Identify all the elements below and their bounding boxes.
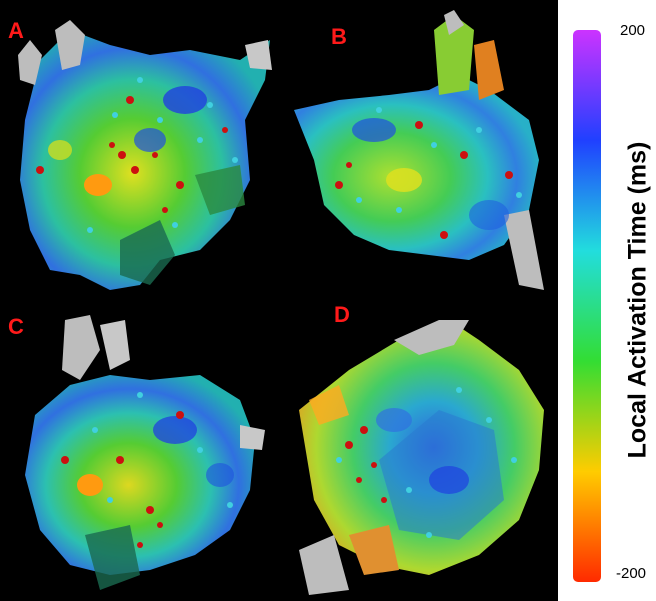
colorbar-max-label: 200 <box>620 22 646 39</box>
panel-letter: A <box>8 18 24 43</box>
heart-map-d <box>299 320 544 595</box>
heart-map-c <box>25 315 265 590</box>
panel-letter: C <box>8 314 24 339</box>
heart-map-a <box>18 20 272 290</box>
colorbar-gradient <box>573 30 601 582</box>
activation-map-figure: A <box>0 0 558 601</box>
panel-letter: B <box>331 24 347 49</box>
panel-a: A <box>0 0 279 300</box>
colorbar-min-label: -200 <box>616 565 647 582</box>
colorbar <box>573 30 601 582</box>
panel-c: C <box>0 300 279 600</box>
panel-d: D <box>279 300 558 600</box>
panel-letter: D <box>334 302 350 327</box>
panel-b: B <box>279 0 558 300</box>
colorbar-axis-label: Local Activation Time (ms) <box>623 141 652 459</box>
heart-map-b <box>294 10 544 290</box>
